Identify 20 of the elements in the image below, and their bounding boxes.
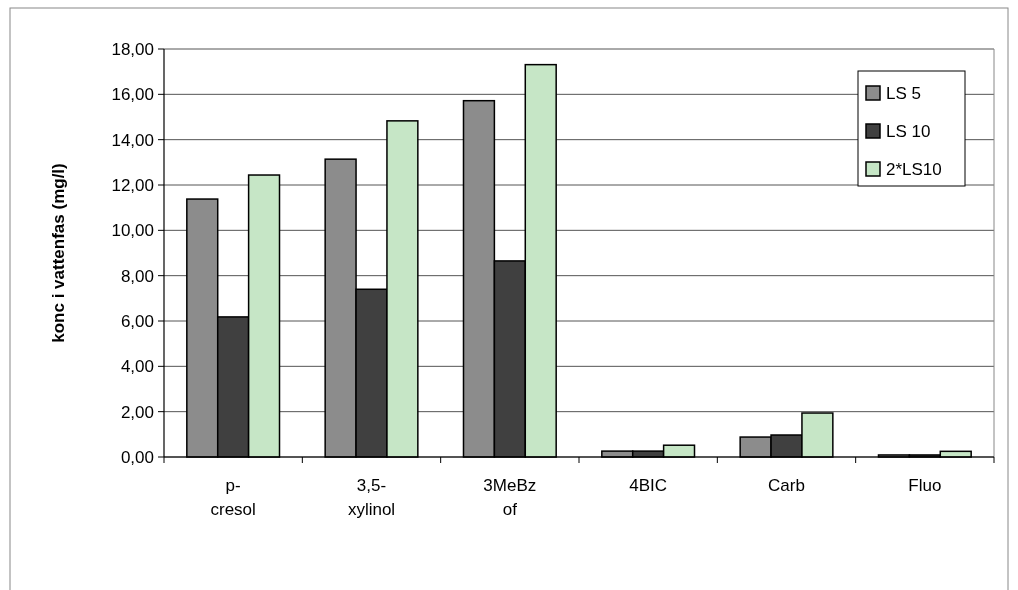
x-tick-label: 4BIC	[629, 476, 668, 495]
y-tick-label: 0,00	[120, 447, 154, 467]
y-tick-label: 14,00	[111, 130, 154, 150]
y-axis-title: konc i vattenfas (mg/l)	[49, 163, 68, 343]
y-tick-label: 10,00	[111, 221, 154, 241]
y-tick-label: 16,00	[111, 85, 154, 105]
y-tick-label: 8,00	[120, 266, 154, 286]
x-tick-label: Fluo	[908, 476, 942, 495]
x-tick-label: 3MeBz of	[483, 476, 537, 519]
y-tick-label: 18,00	[111, 39, 154, 59]
legend-label: LS 5	[886, 84, 921, 103]
x-tick-label: p-cresol	[210, 476, 256, 519]
y-tick-label: 12,00	[111, 175, 154, 195]
x-tick-label: 3,5-xylinol	[347, 476, 396, 519]
x-tick-label: Carb	[768, 476, 805, 495]
y-tick-label: 2,00	[120, 402, 154, 422]
legend-label: LS 10	[886, 122, 931, 141]
legend-label: 2*LS10	[886, 160, 942, 179]
y-tick-label: 6,00	[120, 311, 154, 331]
y-tick-label: 4,00	[120, 357, 154, 377]
